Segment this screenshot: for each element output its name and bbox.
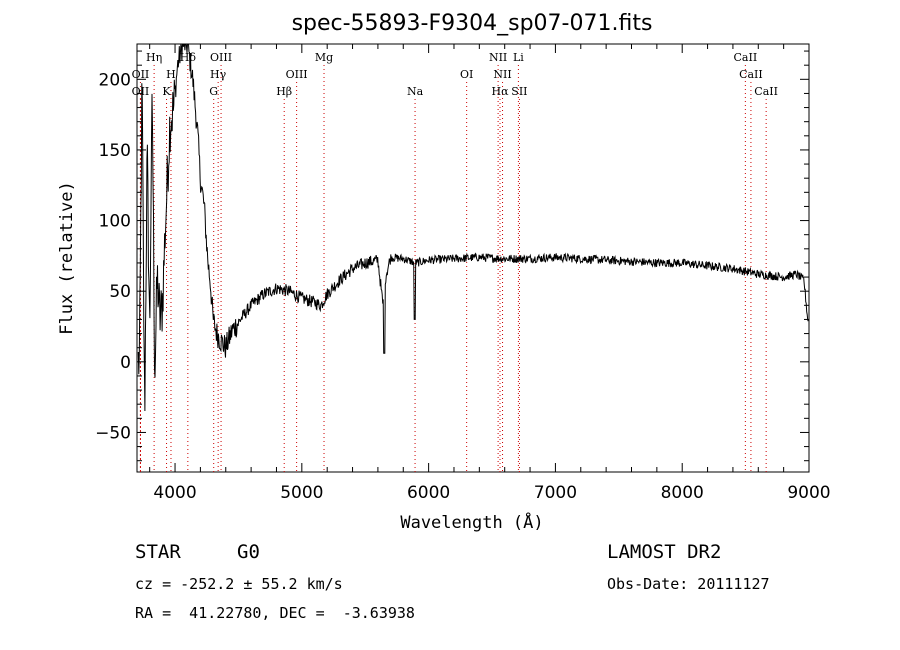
x-tick-label-5: 9000 (787, 483, 830, 503)
survey-name: LAMOST DR2 (607, 541, 722, 563)
line-label-7: Hγ (210, 68, 227, 81)
coordinates-text: RA = 41.22780, DEC = -3.63938 (135, 604, 415, 622)
line-label-1: Hη (146, 51, 162, 64)
y-axis-label: Flux (relative) (57, 181, 77, 335)
y-tick-label-5: 200 (99, 70, 131, 90)
line-label-3: H (166, 68, 176, 81)
spectrum-series (137, 43, 809, 412)
obs-date-text: Obs-Date: 20111127 (607, 575, 770, 593)
x-tick-label-0: 4000 (153, 483, 196, 503)
line-label-4: K (162, 85, 171, 98)
line-label-9: Hβ (276, 85, 292, 98)
line-label-15: NII (493, 68, 511, 81)
y-tick-label-0: −50 (95, 423, 131, 443)
y-tick-label-4: 150 (99, 141, 131, 161)
object-class: STAR (135, 541, 181, 563)
x-tick-label-2: 6000 (407, 483, 450, 503)
object-subclass: G0 (237, 541, 260, 563)
x-axis: 4000 5000 6000 7000 8000 9000 (149, 44, 831, 503)
line-label-0: OII (132, 68, 150, 81)
line-label-16: Hα (491, 85, 509, 98)
line-label-20: CaII (739, 68, 763, 81)
y-tick-label-2: 50 (109, 282, 131, 302)
line-label-8: G (209, 85, 218, 98)
line-label-10: OIII (286, 68, 308, 81)
x-tick-label-4: 8000 (661, 483, 704, 503)
y-tick-label-1: 0 (120, 353, 131, 373)
x-tick-label-3: 7000 (534, 483, 577, 503)
y-axis: −50 0 50 100 150 200 (95, 50, 809, 462)
chart-title: spec-55893-F9304_sp07-071.fits (292, 11, 653, 36)
line-label-14: NII (489, 51, 507, 64)
plot-frame (136, 43, 810, 473)
x-axis-label: Wavelength (Å) (400, 511, 543, 533)
line-label-12: Na (407, 85, 424, 98)
line-label-2: OII (132, 85, 150, 98)
line-labels: OII Hη OII HK Hδ OIII Hγ G Hβ OIII Mg Na OI NII NII Hα L… (132, 51, 778, 98)
x-tick-label-1: 5000 (280, 483, 323, 503)
y-tick-label-3: 100 (99, 212, 131, 232)
line-label-13: OI (460, 68, 473, 81)
redshift-text: cz = -252.2 ± 55.2 km/s (135, 575, 343, 593)
spectrum-chart: spec-55893-F9304_sp07-071.fits OII Hη OII H… (57, 11, 831, 533)
line-label-18: SII (511, 85, 527, 98)
line-label-6: OIII (210, 51, 232, 64)
line-label-17: Li (513, 51, 524, 64)
line-label-5: Hδ (180, 51, 197, 64)
line-label-19: CaII (734, 51, 758, 64)
line-label-21: CaII (754, 85, 778, 98)
line-markers (139, 65, 767, 472)
line-label-11: Mg (315, 51, 333, 64)
